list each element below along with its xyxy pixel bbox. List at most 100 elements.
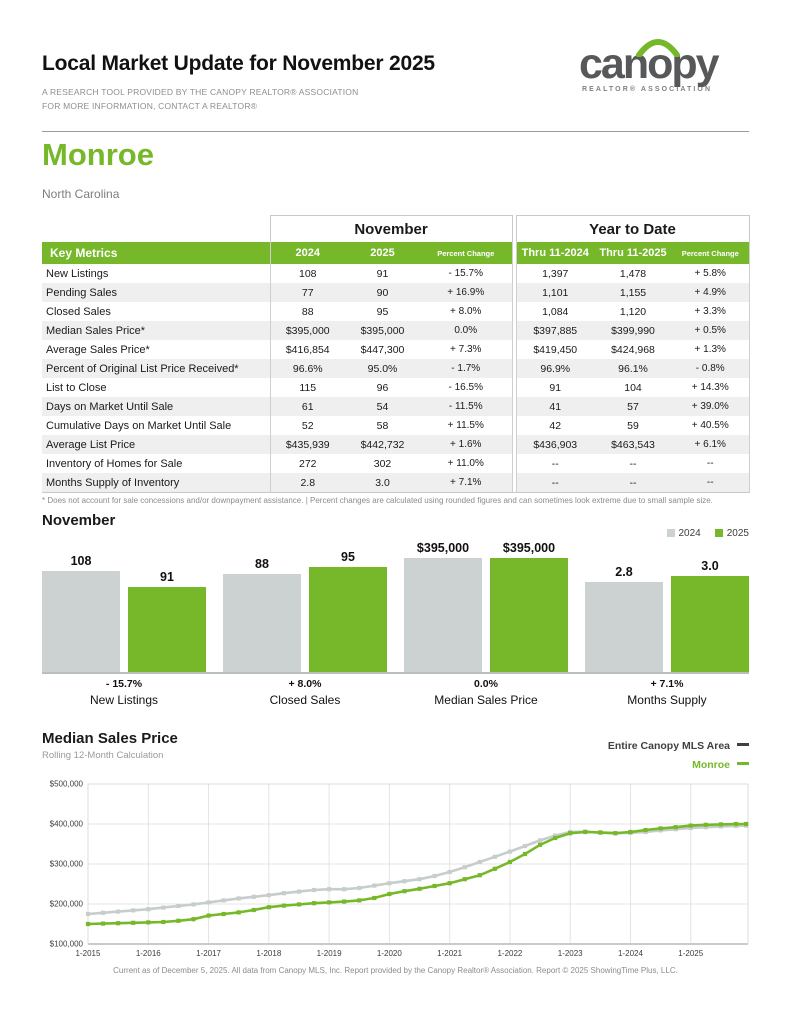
table-cell: List to Close — [46, 381, 107, 394]
bar-chart: 108 91 88 95 $395,000 $395,000 2.8 3.0 — [42, 540, 749, 672]
table-cell: 302 — [373, 457, 392, 470]
line-chart-legend: Entire Canopy MLS Area Monroe — [608, 737, 749, 775]
table-cell: - 16.5% — [420, 378, 513, 397]
bar-group-name: Closed Sales — [269, 693, 341, 707]
bar-value-label: 91 — [160, 570, 174, 584]
table-gap — [512, 264, 516, 283]
page-title: Local Market Update for November 2025 — [42, 52, 435, 75]
table-cell: Median Sales Price* — [42, 321, 270, 340]
report-footer: Current as of December 5, 2025. All data… — [113, 966, 678, 975]
table-cell: 91 — [515, 378, 594, 397]
table-row: List to Close 115 96 - 16.5% 91 104 + 14.3% — [42, 378, 750, 397]
line-chart-subtitle: Rolling 12-Month Calculation — [42, 750, 164, 761]
report-header: Local Market Update for November 2025 A … — [42, 52, 542, 113]
table-cell: 91 — [376, 267, 389, 280]
table-cell: $442,732 — [345, 435, 420, 454]
table-cell: $416,854 — [269, 340, 345, 359]
table-cell: $435,939 — [269, 435, 345, 454]
table-cell: 1,084 — [515, 302, 594, 321]
bar-2025: $395,000 — [490, 541, 568, 672]
table-row: New Listings 108 91 - 15.7% 1,397 1,478 + 5.8% — [42, 264, 750, 283]
table-cell: - 11.5% — [420, 397, 513, 416]
table-cell: + 40.5% — [672, 416, 750, 435]
table-gap — [512, 359, 516, 378]
bar-group-label: + 7.1% Months Supply — [585, 678, 749, 707]
bar-chart-baseline — [42, 672, 749, 674]
table-cell: + 7.1% — [420, 473, 513, 493]
table-row: Pending Sales 77 90 + 16.9% 1,101 1,155 + 4.9% — [42, 283, 750, 302]
table-cell: - 1.7% — [420, 359, 513, 378]
col-key-metrics: Key Metrics — [42, 242, 270, 264]
svg-text:1-2019: 1-2019 — [317, 949, 342, 958]
table-row: Months Supply of Inventory 2.8 3.0 + 7.1% --… — [42, 473, 750, 493]
bar-group-name: New Listings — [89, 693, 159, 707]
table-footnote: * Does not account for sale concessions … — [42, 496, 713, 505]
table-cell: -- — [515, 473, 594, 493]
table-cell: Average Sales Price* — [46, 343, 150, 356]
table-row: Closed Sales 88 95 + 8.0% 1,084 1,120 + 3.3% — [42, 302, 750, 321]
november-group-header: November — [269, 215, 513, 242]
legend-item: 2025 — [714, 528, 749, 539]
key-metrics-table: November Year to Date Key Metrics 2024 2… — [42, 215, 750, 493]
table-cell: + 1.3% — [672, 340, 750, 359]
location-name: Monroe — [42, 137, 154, 172]
table-cell: 61 — [269, 397, 345, 416]
table-cell: + 4.9% — [672, 283, 750, 302]
svg-text:1-2024: 1-2024 — [618, 949, 643, 958]
table-cell: 1,120 — [619, 305, 647, 318]
line-legend-item: Entire Canopy MLS Area — [608, 737, 749, 756]
table-cell: + 11.0% — [420, 454, 513, 473]
svg-text:1-2018: 1-2018 — [256, 949, 281, 958]
table-cell: 52 — [269, 416, 345, 435]
table-cell: + 1.6% — [420, 435, 513, 454]
bar-2024: 108 — [42, 554, 120, 672]
table-gap — [512, 321, 516, 340]
svg-text:$400,000: $400,000 — [50, 820, 84, 829]
table-cell: Average List Price — [42, 435, 270, 454]
ytd-group-header: Year to Date — [515, 215, 750, 242]
table-cell: -- — [594, 473, 672, 493]
table-cell: + 39.0% — [672, 397, 750, 416]
table-cell: 57 — [594, 397, 672, 416]
canopy-logo: canopy REALTOR® ASSOCIATION — [579, 39, 749, 93]
table-cell: 95.0% — [345, 359, 420, 378]
table-cell: + 3.3% — [672, 302, 750, 321]
line-chart-title: Median Sales Price — [42, 730, 178, 747]
table-cell: 272 — [269, 454, 345, 473]
metrics-table-body: New Listings 108 91 - 15.7% 1,397 1,478 + 5.8%… — [42, 264, 750, 493]
table-cell: 96.6% — [269, 359, 345, 378]
bar-chart-legend: 2024 2025 — [666, 528, 749, 539]
canopy-logo-tagline: REALTOR® ASSOCIATION — [582, 86, 713, 93]
bar-group-name: Median Sales Price — [434, 693, 538, 707]
table-cell: Cumulative Days on Market Until Sale — [46, 419, 232, 432]
svg-text:1-2020: 1-2020 — [377, 949, 402, 958]
svg-text:$200,000: $200,000 — [50, 900, 84, 909]
table-gap — [512, 416, 516, 435]
table-cell: $395,000 — [269, 321, 345, 340]
bar-value-label: $395,000 — [416, 541, 470, 555]
table-cell: + 0.5% — [672, 321, 750, 340]
table-cell: 95 — [376, 305, 389, 318]
bar-group-change: + 8.0% — [288, 678, 322, 690]
bar-2025: 3.0 — [671, 559, 749, 672]
table-cell: 58 — [376, 419, 389, 432]
table-gap — [512, 283, 516, 302]
svg-text:$100,000: $100,000 — [50, 940, 84, 949]
table-cell: 59 — [627, 419, 639, 432]
svg-text:1-2023: 1-2023 — [558, 949, 583, 958]
table-cell: + 16.9% — [420, 283, 513, 302]
bar-group-change: + 7.1% — [650, 678, 684, 690]
table-cell: $399,990 — [594, 321, 672, 340]
bar-value-label: 2.8 — [615, 565, 633, 579]
table-gap — [512, 435, 516, 454]
bar-value-label: 95 — [341, 550, 355, 564]
table-cell: -- — [515, 454, 594, 473]
table-cell: + 7.3% — [420, 340, 513, 359]
svg-text:1-2015: 1-2015 — [76, 949, 101, 958]
col-percent-change-ytd: Percent Change — [672, 242, 750, 264]
table-cell: 108 — [269, 264, 345, 283]
svg-text:1-2021: 1-2021 — [437, 949, 462, 958]
table-cell: $436,903 — [515, 435, 594, 454]
bar-group-change: 0.0% — [474, 678, 498, 690]
